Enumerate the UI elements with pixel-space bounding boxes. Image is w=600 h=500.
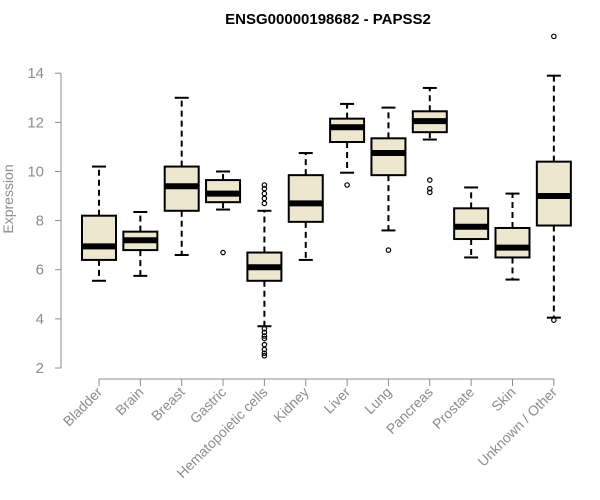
chart-title: ENSG00000198682 - PAPSS2 — [225, 11, 431, 28]
box-bladder — [81, 165, 117, 282]
outlier-point — [261, 200, 268, 207]
outlier-point — [261, 350, 268, 357]
outlier-point — [261, 325, 268, 332]
iqr-box — [329, 117, 366, 143]
box-skin — [494, 192, 531, 281]
y-tick-label: 2 — [36, 360, 44, 377]
outlier-point — [261, 346, 268, 353]
x-category-label: Kidney — [270, 384, 312, 426]
y-tick-label: 8 — [36, 213, 44, 230]
outlier-point — [261, 329, 268, 336]
box-gastric — [205, 170, 242, 256]
y-axis: 2 4 6 8 10 12 14 — [27, 65, 62, 377]
box-lung — [370, 106, 407, 253]
box-unknown-other — [535, 33, 572, 323]
outlier-point — [261, 333, 268, 339]
outlier-point — [551, 33, 557, 40]
outlier-point — [551, 317, 557, 323]
outlier-point — [261, 335, 268, 342]
outlier-point — [261, 195, 268, 202]
iqr-box — [81, 214, 117, 261]
y-tick-label: 6 — [36, 262, 44, 279]
iqr-box — [453, 207, 490, 241]
box-brain — [122, 211, 159, 277]
x-category-label: Bladder — [60, 384, 106, 430]
x-category-label: Lung — [361, 384, 394, 417]
outlier-point — [426, 185, 433, 192]
box-liver — [329, 102, 366, 188]
y-tick-label: 10 — [27, 163, 44, 180]
y-tick-label: 12 — [27, 114, 44, 131]
y-tick-label: 14 — [27, 65, 44, 82]
box-prostate — [453, 186, 490, 259]
outlier-point — [261, 352, 268, 359]
box-pancreas — [411, 86, 448, 196]
iqr-box — [494, 226, 531, 259]
x-category-label: Breast — [148, 384, 188, 424]
iqr-box — [287, 174, 324, 223]
outlier-point — [220, 249, 226, 256]
y-axis-label: Expression — [0, 164, 16, 233]
outlier-point — [344, 182, 350, 188]
outlier-point — [261, 182, 268, 188]
box-breast — [163, 96, 200, 256]
x-category-label: Liver — [320, 384, 353, 417]
outlier-point — [426, 177, 433, 183]
x-category-label: Brain — [112, 384, 146, 418]
outlier-point — [261, 190, 268, 197]
y-tick-label: 4 — [36, 311, 44, 328]
x-category-label: Skin — [488, 384, 519, 415]
box-kidney — [287, 152, 324, 261]
outlier-point — [426, 189, 433, 196]
outlier-point — [385, 247, 392, 253]
box-hematopoietic-cells — [246, 182, 283, 359]
iqr-box — [370, 137, 407, 177]
x-category-label: Prostate — [429, 384, 477, 432]
outlier-point — [261, 341, 268, 348]
boxes-layer — [81, 33, 572, 359]
